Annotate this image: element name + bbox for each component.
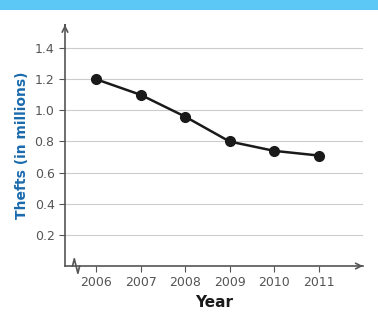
- X-axis label: Year: Year: [195, 295, 233, 310]
- Y-axis label: Thefts (in millions): Thefts (in millions): [15, 72, 29, 219]
